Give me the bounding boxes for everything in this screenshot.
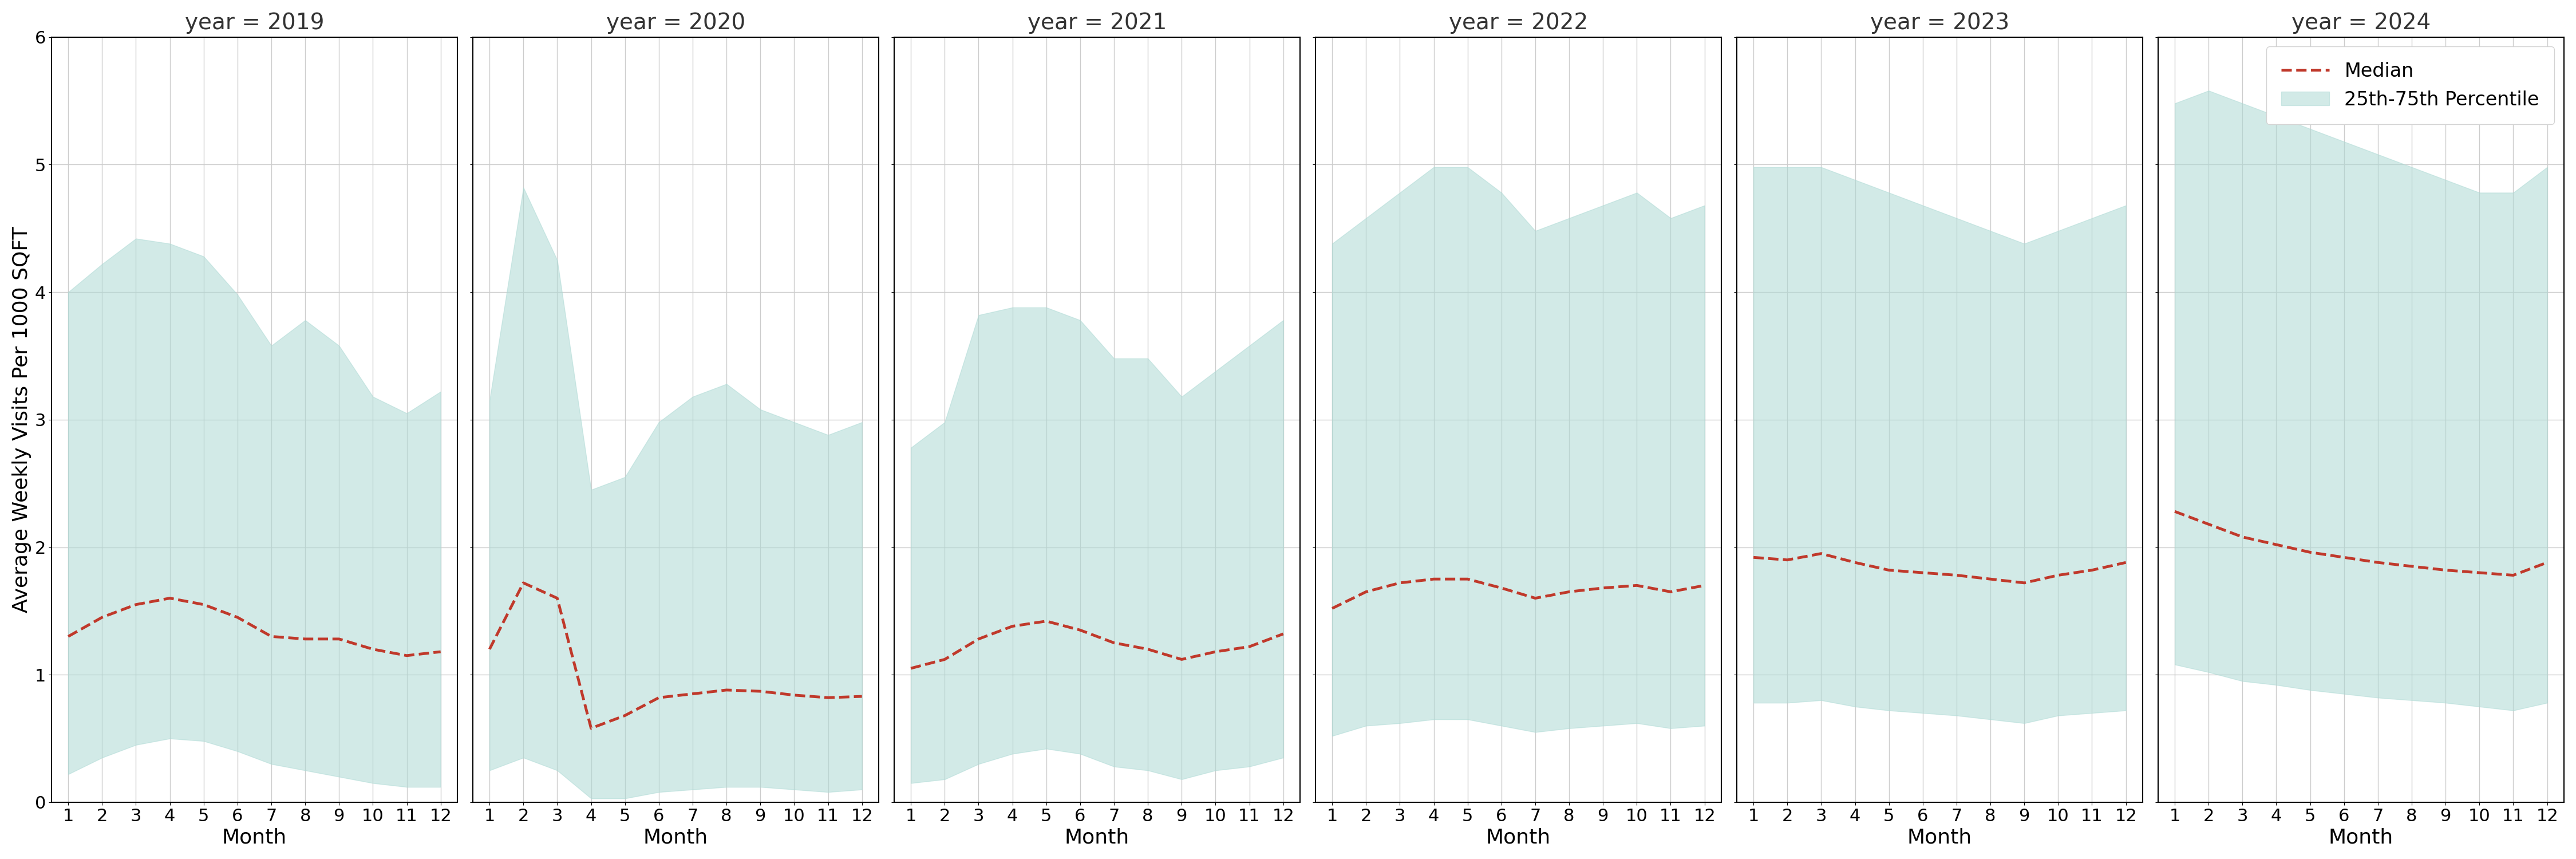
- Median: [1520, 593, 1551, 603]
- Title: year = 2023: year = 2023: [1870, 12, 2009, 34]
- Median: [2329, 552, 2360, 563]
- Title: year = 2024: year = 2024: [2290, 12, 2432, 34]
- Median: [289, 634, 319, 644]
- Median: [711, 685, 742, 695]
- Median: [2465, 568, 2496, 578]
- Median: [1200, 647, 1231, 657]
- Title: year = 2019: year = 2019: [185, 12, 325, 34]
- Line: Median: Median: [2174, 511, 2548, 576]
- Median: [155, 593, 185, 603]
- Median: [425, 647, 456, 657]
- Median: [121, 600, 152, 610]
- Median: [2076, 565, 2107, 576]
- Line: Median: Median: [1332, 579, 1705, 608]
- Median: [2362, 557, 2393, 568]
- Median: [1267, 629, 1298, 639]
- Median: [1234, 642, 1265, 652]
- Median: [474, 644, 505, 655]
- Median: [1620, 581, 1651, 591]
- Median: [1553, 587, 1584, 597]
- X-axis label: Month: Month: [2329, 827, 2393, 847]
- Median: [997, 621, 1028, 631]
- Median: [2295, 547, 2326, 557]
- Median: [1383, 578, 1414, 588]
- Median: [1167, 655, 1198, 665]
- X-axis label: Month: Month: [222, 827, 286, 847]
- Median: [2228, 532, 2259, 542]
- Median: [255, 631, 286, 642]
- Median: [1906, 568, 1937, 578]
- Median: [744, 686, 775, 697]
- X-axis label: Month: Month: [1064, 827, 1128, 847]
- Median: [1453, 574, 1484, 584]
- Median: [2429, 565, 2460, 576]
- Median: [1587, 583, 1618, 594]
- Median: [1064, 625, 1095, 636]
- Median: [1097, 637, 1128, 648]
- Median: [1839, 557, 1870, 568]
- Median: [896, 663, 927, 673]
- Title: year = 2022: year = 2022: [1448, 12, 1587, 34]
- X-axis label: Month: Month: [1486, 827, 1551, 847]
- Median: [2532, 557, 2563, 568]
- Median: [1772, 555, 1803, 565]
- Median: [677, 689, 708, 699]
- Median: [778, 690, 809, 700]
- Median: [325, 634, 355, 644]
- Median: [2159, 506, 2190, 516]
- Median: [2396, 561, 2427, 571]
- Median: [1486, 583, 1517, 594]
- Y-axis label: Average Weekly Visits Per 1000 SQFT: Average Weekly Visits Per 1000 SQFT: [13, 227, 31, 612]
- Title: year = 2021: year = 2021: [1028, 12, 1167, 34]
- Median: [52, 631, 82, 642]
- Median: [611, 710, 641, 721]
- Median: [574, 723, 605, 734]
- Median: [2110, 557, 2141, 568]
- X-axis label: Month: Month: [1906, 827, 1973, 847]
- Median: [644, 692, 675, 703]
- Median: [2499, 570, 2530, 581]
- Median: [848, 691, 878, 702]
- Title: year = 2020: year = 2020: [605, 12, 744, 34]
- Line: Median: Median: [489, 583, 863, 728]
- Median: [1656, 587, 1687, 597]
- Median: [358, 644, 389, 655]
- Median: [1873, 565, 1904, 576]
- Line: Median: Median: [67, 598, 440, 655]
- Median: [1350, 587, 1381, 597]
- X-axis label: Month: Month: [644, 827, 708, 847]
- Median: [88, 612, 118, 623]
- Median: [2009, 578, 2040, 588]
- Median: [1690, 581, 1721, 591]
- Median: [1316, 603, 1347, 613]
- Median: [1030, 616, 1061, 626]
- Median: [541, 593, 572, 603]
- Median: [1419, 574, 1450, 584]
- Median: [2262, 539, 2293, 550]
- Median: [392, 650, 422, 661]
- Median: [1806, 548, 1837, 558]
- Median: [2192, 519, 2223, 529]
- Median: [963, 634, 994, 644]
- Median: [2043, 570, 2074, 581]
- Median: [930, 655, 961, 665]
- Median: [1976, 574, 2007, 584]
- Median: [507, 578, 538, 588]
- Median: [188, 600, 219, 610]
- Median: [1739, 552, 1770, 563]
- Line: Median: Median: [912, 621, 1283, 668]
- Legend: Median, 25th-75th Percentile: Median, 25th-75th Percentile: [2267, 46, 2555, 125]
- Line: Median: Median: [1754, 553, 2125, 583]
- Median: [1942, 570, 1973, 581]
- Median: [222, 612, 252, 623]
- Median: [1133, 644, 1164, 655]
- Median: [811, 692, 842, 703]
